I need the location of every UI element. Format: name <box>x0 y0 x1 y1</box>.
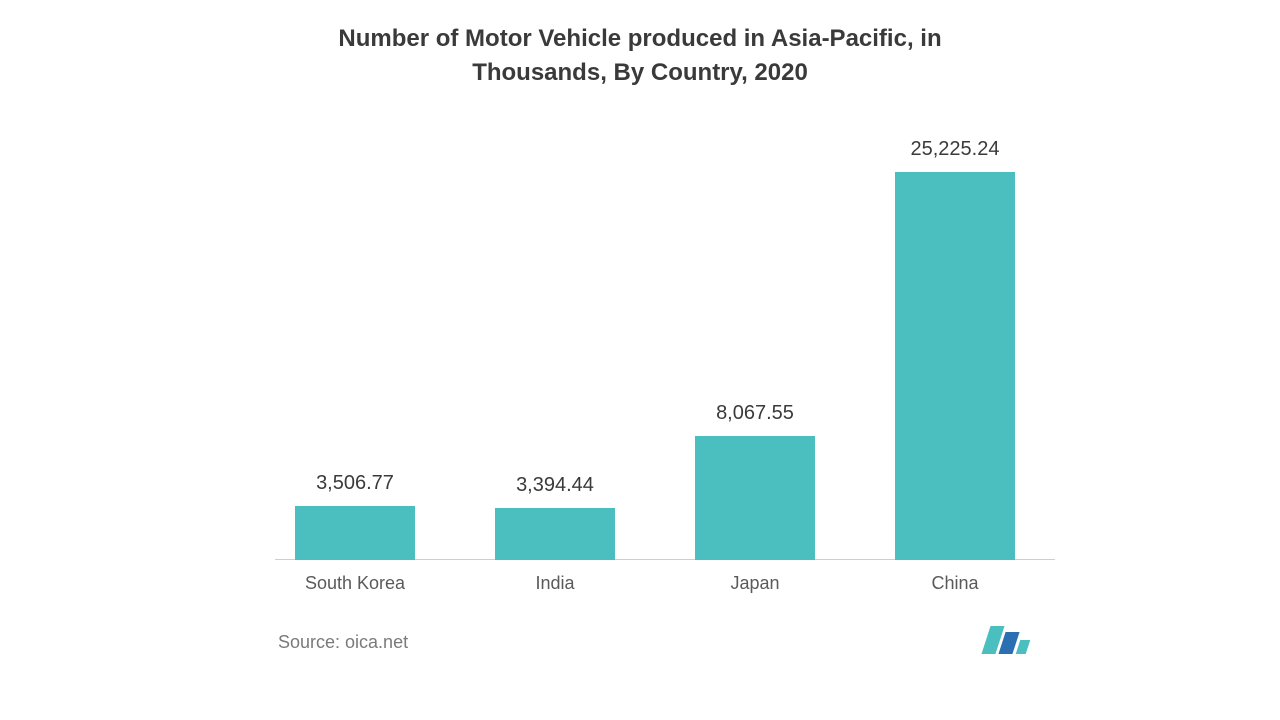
logo-bar <box>1016 640 1031 654</box>
category-label: Japan <box>655 573 855 594</box>
value-label: 3,394.44 <box>455 474 655 497</box>
bar-group-japan: 8,067.55 Japan <box>695 436 815 560</box>
bar-south-korea <box>295 506 415 560</box>
bar-china <box>895 172 1015 560</box>
bar-group-china: 25,225.24 China <box>895 172 1015 560</box>
bar-japan <box>695 436 815 560</box>
brand-logo-icon <box>986 624 1042 654</box>
value-label: 8,067.55 <box>655 402 855 425</box>
chart-plot-area: 3,506.77 South Korea 3,394.44 India 8,06… <box>275 160 1055 560</box>
bar-group-south-korea: 3,506.77 South Korea <box>295 506 415 560</box>
category-label: South Korea <box>255 573 455 594</box>
category-label: China <box>855 573 1055 594</box>
value-label: 25,225.24 <box>855 138 1055 161</box>
bar-group-india: 3,394.44 India <box>495 508 615 560</box>
chart-title: Number of Motor Vehicle produced in Asia… <box>290 0 990 89</box>
source-text: Source: oica.net <box>278 632 408 653</box>
category-label: India <box>455 573 655 594</box>
bar-india <box>495 508 615 560</box>
value-label: 3,506.77 <box>255 472 455 495</box>
